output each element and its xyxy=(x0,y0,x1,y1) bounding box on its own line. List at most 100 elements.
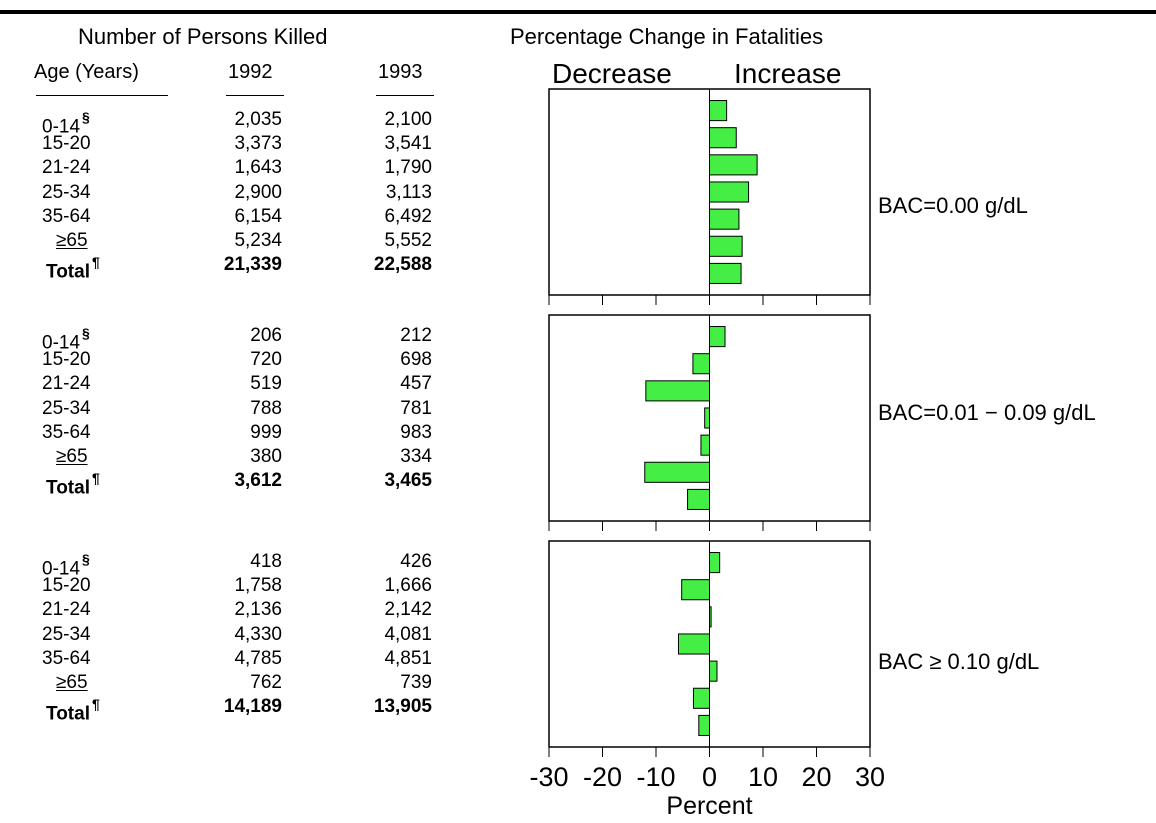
x-tick-label: -10 xyxy=(636,762,675,792)
panel-label: BAC ≥ 0.10 g/dL xyxy=(878,649,1039,674)
table-row: 15-20 3,373 3,541 xyxy=(0,132,440,156)
value-1992: 3,373 xyxy=(234,133,282,155)
age-cell: 35-64 xyxy=(42,647,91,671)
value-1992: 418 xyxy=(250,551,282,572)
bar xyxy=(709,326,726,348)
panel-label: BAC=0.01 − 0.09 g/dL xyxy=(878,400,1096,425)
bar xyxy=(645,380,711,402)
value-1993: 1,790 xyxy=(384,157,432,179)
age-label: 0-14 xyxy=(42,332,81,354)
value-1992: 380 xyxy=(250,446,282,467)
col-rule-1993 xyxy=(376,95,434,96)
value-1993: 212 xyxy=(400,325,432,346)
value-1993: 739 xyxy=(400,672,432,693)
value-1993: 4,081 xyxy=(384,623,432,645)
value-1992: 519 xyxy=(250,373,282,395)
age-label: 15-20 xyxy=(42,133,91,155)
age-label: 35-64 xyxy=(42,647,91,669)
value-1992: 2,900 xyxy=(234,181,282,203)
table-row: Total ¶ 21,339 22,588 xyxy=(0,253,440,282)
bar xyxy=(644,461,711,483)
bar xyxy=(709,660,718,682)
value-1993: 3,541 xyxy=(384,133,432,155)
table-row: 0-14 § 2,035 2,100 xyxy=(0,108,440,137)
bar xyxy=(709,127,737,149)
value-1992: 720 xyxy=(250,349,282,371)
value-1992: 1,758 xyxy=(234,575,282,597)
age-label: 35-64 xyxy=(42,205,91,227)
age-label: ≥65 xyxy=(56,672,88,693)
bar xyxy=(692,687,711,709)
x-tick-label: -30 xyxy=(529,762,568,792)
age-cell: 15-20 xyxy=(42,574,91,598)
bar xyxy=(687,488,711,510)
value-1992: 4,330 xyxy=(234,623,282,645)
chart-title: Percentage Change in Fatalities xyxy=(510,24,824,49)
table-row: 25-34 4,330 4,081 xyxy=(0,623,440,647)
age-label: 21-24 xyxy=(42,599,91,621)
age-cell: 21-24 xyxy=(42,156,91,180)
age-label: ≥65 xyxy=(56,230,88,251)
age-cell: 15-20 xyxy=(42,132,91,156)
value-1993: 781 xyxy=(400,397,432,419)
table-row: ≥65 762 739 xyxy=(0,671,440,695)
age-label: 0-14 xyxy=(42,558,81,580)
age-label: 25-34 xyxy=(42,397,91,419)
value-1993: 6,492 xyxy=(384,205,432,227)
x-tick-label: 30 xyxy=(855,762,885,792)
value-1993: 4,851 xyxy=(384,647,432,669)
table-row: 21-24 2,136 2,142 xyxy=(0,598,440,622)
bar xyxy=(709,208,740,230)
value-1993: 2,142 xyxy=(384,599,432,621)
top-rule xyxy=(0,10,1156,14)
value-1993: 426 xyxy=(400,551,432,572)
section-footnote-mark: § xyxy=(82,551,90,567)
value-1993: 457 xyxy=(400,373,432,395)
age-cell: 15-20 xyxy=(42,348,91,372)
table-row: 15-20 720 698 xyxy=(0,348,440,372)
x-tick-label: 10 xyxy=(748,762,778,792)
pilcrow-footnote-mark: ¶ xyxy=(91,696,100,713)
col-rule-age xyxy=(36,95,168,96)
value-1993: 2,100 xyxy=(384,109,432,130)
value-1993: 5,552 xyxy=(384,230,432,251)
x-axis-label: Percent xyxy=(666,792,752,820)
table-row: Total ¶ 14,189 13,905 xyxy=(0,695,440,724)
x-tick-label: 0 xyxy=(702,762,717,792)
age-cell: 25-34 xyxy=(42,181,91,205)
age-cell: 0-14 § xyxy=(42,550,90,581)
table-row: 21-24 519 457 xyxy=(0,372,440,396)
age-label: ≥65 xyxy=(56,446,88,467)
panel-label: BAC=0.00 g/dL xyxy=(878,193,1028,218)
table-row: Total ¶ 3,612 3,465 xyxy=(0,469,440,498)
age-label: 0-14 xyxy=(42,116,81,138)
section-footnote-mark: § xyxy=(82,109,90,125)
value-1993: 1,666 xyxy=(384,575,432,597)
age-cell: 25-34 xyxy=(42,397,91,421)
value-1992: 6,154 xyxy=(234,205,282,227)
increase-label: Increase xyxy=(734,58,842,89)
col-rule-1992 xyxy=(226,95,284,96)
value-1993: 3,113 xyxy=(385,181,432,203)
age-label: 35-64 xyxy=(42,421,91,443)
value-1992: 206 xyxy=(250,325,282,346)
age-label: Total xyxy=(46,703,90,725)
bar xyxy=(677,633,710,655)
value-1993: 698 xyxy=(400,349,432,371)
age-cell: 0-14 § xyxy=(42,108,90,139)
table-row: ≥65 380 334 xyxy=(0,445,440,469)
value-1992: 3,612 xyxy=(234,470,282,492)
value-1992: 2,035 xyxy=(234,109,282,130)
decrease-label: Decrease xyxy=(552,58,672,89)
age-cell: 35-64 xyxy=(42,205,91,229)
table-row: 15-20 1,758 1,666 xyxy=(0,574,440,598)
bar xyxy=(698,714,710,736)
age-cell: Total ¶ xyxy=(46,695,100,726)
value-1993: 13,905 xyxy=(373,696,432,718)
table-row: 25-34 788 781 xyxy=(0,397,440,421)
col-header-age: Age (Years) xyxy=(34,61,139,83)
age-cell: Total ¶ xyxy=(46,253,100,284)
age-cell: 21-24 xyxy=(42,372,91,396)
pilcrow-footnote-mark: ¶ xyxy=(91,470,100,487)
